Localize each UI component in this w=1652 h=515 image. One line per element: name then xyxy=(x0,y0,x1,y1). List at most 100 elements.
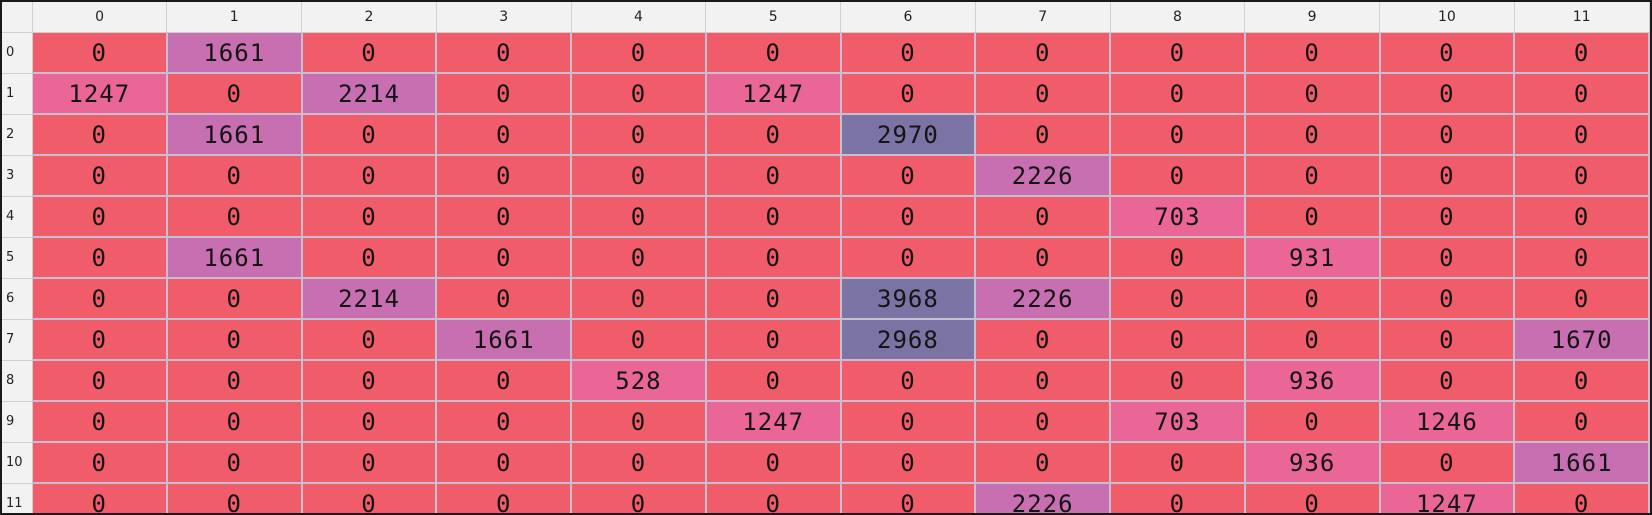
matrix-cell[interactable]: 0 xyxy=(1110,237,1246,279)
matrix-cell[interactable]: 0 xyxy=(705,442,842,484)
matrix-cell[interactable]: 0 xyxy=(975,401,1112,443)
matrix-cell[interactable]: 0 xyxy=(705,278,842,320)
matrix-cell[interactable]: 1246 xyxy=(1379,401,1516,443)
matrix-cell[interactable]: 1247 xyxy=(1379,483,1516,513)
matrix-cell[interactable]: 0 xyxy=(32,442,168,484)
matrix-cell[interactable]: 0 xyxy=(1110,483,1246,513)
column-header[interactable]: 4 xyxy=(571,2,707,33)
matrix-cell[interactable]: 0 xyxy=(1110,32,1246,74)
matrix-cell[interactable]: 0 xyxy=(32,360,168,402)
row-header[interactable]: 3 xyxy=(2,155,33,197)
matrix-cell[interactable]: 0 xyxy=(705,155,842,197)
matrix-cell[interactable]: 1661 xyxy=(166,114,303,156)
matrix-cell[interactable]: 0 xyxy=(1514,155,1650,197)
matrix-cell[interactable]: 0 xyxy=(975,319,1112,361)
row-header[interactable]: 4 xyxy=(2,196,33,238)
matrix-cell[interactable]: 0 xyxy=(436,278,573,320)
matrix-cell[interactable]: 0 xyxy=(571,442,707,484)
matrix-cell[interactable]: 0 xyxy=(436,360,573,402)
row-header[interactable]: 7 xyxy=(2,319,33,361)
matrix-cell[interactable]: 0 xyxy=(166,155,303,197)
matrix-cell[interactable]: 0 xyxy=(1379,155,1516,197)
matrix-cell[interactable]: 0 xyxy=(1379,319,1516,361)
matrix-cell[interactable]: 2226 xyxy=(975,278,1112,320)
column-header[interactable]: 11 xyxy=(1514,2,1650,33)
matrix-cell[interactable]: 0 xyxy=(840,155,977,197)
matrix-cell[interactable]: 0 xyxy=(840,73,977,115)
column-header[interactable]: 3 xyxy=(436,2,572,33)
matrix-cell[interactable]: 0 xyxy=(975,32,1112,74)
matrix-cell[interactable]: 0 xyxy=(301,442,438,484)
matrix-cell[interactable]: 0 xyxy=(301,196,438,238)
matrix-cell[interactable]: 0 xyxy=(301,32,438,74)
row-header[interactable]: 1 xyxy=(2,73,33,115)
matrix-cell[interactable]: 2968 xyxy=(840,319,977,361)
column-header[interactable]: 0 xyxy=(32,2,168,33)
matrix-cell[interactable]: 0 xyxy=(1514,196,1650,238)
matrix-cell[interactable]: 0 xyxy=(571,483,707,513)
matrix-cell[interactable]: 0 xyxy=(571,196,707,238)
matrix-cell[interactable]: 0 xyxy=(1244,114,1381,156)
matrix-cell[interactable]: 0 xyxy=(1514,360,1650,402)
matrix-cell[interactable]: 0 xyxy=(571,319,707,361)
row-header[interactable]: 8 xyxy=(2,360,33,402)
matrix-cell[interactable]: 936 xyxy=(1244,360,1381,402)
matrix-cell[interactable]: 0 xyxy=(571,237,707,279)
matrix-cell[interactable]: 0 xyxy=(32,155,168,197)
matrix-cell[interactable]: 0 xyxy=(571,401,707,443)
matrix-cell[interactable]: 0 xyxy=(571,73,707,115)
matrix-cell[interactable]: 2970 xyxy=(840,114,977,156)
matrix-cell[interactable]: 0 xyxy=(32,401,168,443)
matrix-cell[interactable]: 0 xyxy=(301,237,438,279)
matrix-cell[interactable]: 0 xyxy=(1244,483,1381,513)
column-header[interactable]: 2 xyxy=(301,2,437,33)
matrix-cell[interactable]: 0 xyxy=(436,483,573,513)
matrix-cell[interactable]: 0 xyxy=(840,401,977,443)
matrix-cell[interactable]: 0 xyxy=(166,442,303,484)
matrix-cell[interactable]: 0 xyxy=(705,360,842,402)
matrix-cell[interactable]: 0 xyxy=(1110,114,1246,156)
matrix-cell[interactable]: 0 xyxy=(1110,319,1246,361)
row-header[interactable]: 11 xyxy=(2,483,33,513)
matrix-cell[interactable]: 0 xyxy=(705,196,842,238)
matrix-cell[interactable]: 528 xyxy=(571,360,707,402)
matrix-cell[interactable]: 0 xyxy=(32,319,168,361)
matrix-cell[interactable]: 0 xyxy=(166,196,303,238)
row-header[interactable]: 6 xyxy=(2,278,33,320)
matrix-cell[interactable]: 1247 xyxy=(32,73,168,115)
row-header[interactable]: 10 xyxy=(2,442,33,484)
matrix-cell[interactable]: 0 xyxy=(840,483,977,513)
matrix-cell[interactable]: 1661 xyxy=(1514,442,1650,484)
matrix-cell[interactable]: 0 xyxy=(1110,360,1246,402)
column-header[interactable]: 1 xyxy=(166,2,303,33)
matrix-cell[interactable]: 0 xyxy=(301,483,438,513)
matrix-cell[interactable]: 0 xyxy=(1379,32,1516,74)
matrix-cell[interactable]: 0 xyxy=(301,360,438,402)
matrix-cell[interactable]: 0 xyxy=(1514,32,1650,74)
matrix-cell[interactable]: 0 xyxy=(571,278,707,320)
matrix-cell[interactable]: 0 xyxy=(1244,401,1381,443)
matrix-cell[interactable]: 0 xyxy=(32,196,168,238)
matrix-cell[interactable]: 0 xyxy=(1244,73,1381,115)
matrix-cell[interactable]: 0 xyxy=(840,442,977,484)
matrix-cell[interactable]: 931 xyxy=(1244,237,1381,279)
matrix-cell[interactable]: 0 xyxy=(301,319,438,361)
matrix-cell[interactable]: 0 xyxy=(1379,442,1516,484)
column-header[interactable]: 8 xyxy=(1110,2,1246,33)
matrix-cell[interactable]: 0 xyxy=(1514,483,1650,513)
matrix-cell[interactable]: 0 xyxy=(705,237,842,279)
column-header[interactable]: 9 xyxy=(1244,2,1380,33)
matrix-cell[interactable]: 1247 xyxy=(705,401,842,443)
matrix-cell[interactable]: 0 xyxy=(436,32,573,74)
matrix-cell[interactable]: 0 xyxy=(1514,401,1650,443)
matrix-cell[interactable]: 0 xyxy=(301,401,438,443)
matrix-cell[interactable]: 2214 xyxy=(301,73,438,115)
matrix-cell[interactable]: 0 xyxy=(705,319,842,361)
matrix-cell[interactable]: 3968 xyxy=(840,278,977,320)
matrix-cell[interactable]: 0 xyxy=(840,196,977,238)
matrix-cell[interactable]: 0 xyxy=(436,73,573,115)
matrix-cell[interactable]: 0 xyxy=(301,114,438,156)
matrix-cell[interactable]: 0 xyxy=(166,73,303,115)
matrix-cell[interactable]: 0 xyxy=(1110,73,1246,115)
matrix-cell[interactable]: 0 xyxy=(32,114,168,156)
